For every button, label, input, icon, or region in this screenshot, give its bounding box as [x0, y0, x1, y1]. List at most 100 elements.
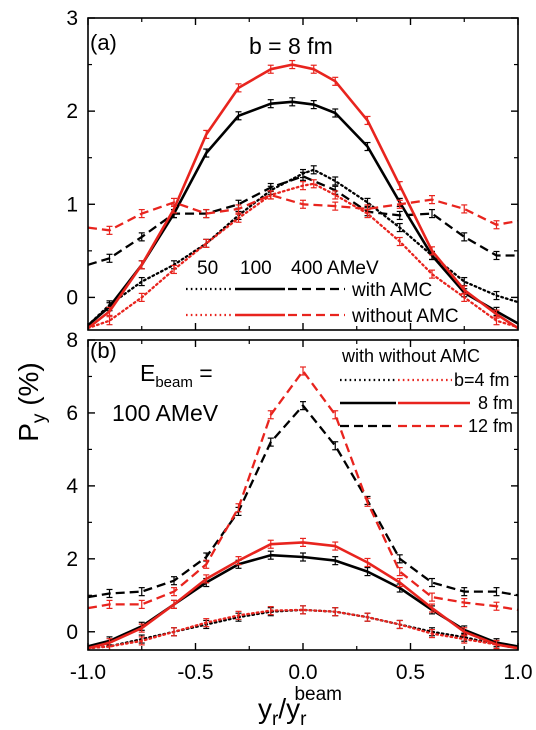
error-bar-0-2-13	[493, 250, 500, 261]
error-bar-0-4-7	[289, 59, 296, 70]
error-bar-1-2-13	[493, 587, 500, 597]
error-bar-0-2-12	[461, 232, 468, 242]
error-bar-1-4-7	[300, 537, 306, 548]
error-bar-1-2-1	[106, 588, 113, 599]
error-bar-1-4-2	[138, 623, 145, 633]
y-tick-label-0-3: 3	[66, 7, 78, 30]
error-bar-1-5-8	[332, 410, 339, 420]
error-bar-1-5-9	[364, 497, 371, 507]
error-bar-0-4-1	[106, 306, 113, 316]
x-tick-label-3: 0.5	[396, 661, 425, 684]
error-bar-0-1-8	[310, 100, 317, 110]
legend-b-label-12fm: 12 fm	[468, 416, 513, 436]
error-bar-1-5-11	[429, 592, 435, 602]
error-bar-0-4-12	[429, 246, 435, 256]
error-bar-1-3-5	[235, 610, 242, 620]
error-bar-1-3-10	[396, 619, 403, 630]
error-bar-0-2-2	[138, 232, 145, 242]
error-bar-1-4-6	[267, 539, 274, 549]
error-bar-1-5-1	[106, 599, 113, 610]
error-bar-0-4-10	[364, 115, 371, 126]
error-bar-0-3-12	[429, 269, 435, 279]
error-bar-0-5-1	[106, 225, 113, 235]
series-line-1-5	[88, 369, 518, 612]
error-bar-0-4-2	[138, 260, 145, 270]
panel-a: 0 1 2 3	[66, 7, 519, 331]
error-bar-0-4-8	[310, 64, 317, 74]
error-bar-1-5-3	[171, 587, 177, 597]
error-bar-1-3-6	[267, 606, 274, 616]
error-bar-0-0-9	[332, 176, 339, 186]
legend-b-label-4fm: b=4 fm	[454, 370, 510, 390]
error-bar-0-1-9	[332, 108, 339, 118]
y-tick-label-0-2: 2	[66, 100, 78, 123]
legend-a-header-100: 100	[240, 258, 272, 279]
panel-b-annotation-1: Ebeam =	[140, 360, 213, 391]
error-bar-0-3-5	[235, 213, 242, 223]
error-bar-0-4-9	[332, 76, 339, 86]
legend-a-without-amc: without AMC	[351, 306, 459, 327]
error-bar-0-5-5	[235, 204, 242, 214]
series-line-1-0	[88, 608, 518, 650]
error-bar-1-3-8	[332, 607, 339, 617]
error-bar-1-5-10	[396, 566, 403, 577]
ebeam-sub: beam	[155, 374, 193, 391]
xlabel-slash: /y	[278, 693, 300, 724]
error-bar-0-1-7	[289, 97, 296, 107]
ylabel-tail: (%)	[13, 362, 44, 413]
panel-b-annotation-2: 100 AMeV	[112, 400, 219, 426]
error-bar-0-2-1	[106, 253, 113, 263]
error-bar-0-3-8	[310, 179, 317, 189]
error-bar-0-0-8	[310, 165, 317, 175]
error-bar-0-5-10	[396, 199, 403, 209]
y-axis-title: Py (%)	[13, 362, 50, 442]
xlabel-sub: r	[272, 709, 279, 730]
error-bar-0-4-4	[203, 129, 210, 140]
error-bar-1-4-8	[332, 541, 339, 551]
y-tick-label-1-2: 4	[66, 475, 78, 498]
error-bar-1-5-5	[235, 503, 242, 513]
x-tick-label-0: -1.0	[70, 661, 106, 684]
error-bar-0-5-12	[461, 204, 468, 214]
error-bar-0-5-3	[171, 197, 177, 208]
error-bar-0-0-14	[493, 290, 500, 301]
error-bar-0-0-11	[396, 222, 403, 233]
ebeam-e: E	[140, 360, 155, 386]
legend-samples	[186, 287, 470, 428]
error-bar-0-5-4	[203, 208, 210, 219]
error-bar-1-2-2	[138, 587, 145, 597]
panel-a-title: b = 8 fm	[249, 33, 333, 59]
panel-b: 0 2 4 6 8 -1.0 -0.5 0.0 0.5 1.0	[66, 329, 532, 684]
error-bar-1-5-4	[203, 559, 210, 569]
error-bar-0-5-9	[364, 204, 371, 214]
error-bar-1-2-3	[171, 576, 177, 586]
y-tick-label-0-0: 0	[66, 286, 78, 309]
error-bar-1-5-6	[267, 410, 274, 420]
error-bar-1-2-6	[267, 437, 274, 447]
legend-b-label-8fm: 8 fm	[478, 393, 513, 413]
y-tick-label-1-1: 2	[66, 548, 78, 571]
error-bar-1-3-2	[138, 636, 145, 646]
error-bar-1-1-7	[300, 552, 306, 562]
error-bar-1-3-4	[203, 618, 210, 628]
error-bar-1-2-12	[461, 587, 468, 597]
error-bar-1-5-13	[493, 601, 500, 611]
error-bar-0-5-2	[138, 208, 145, 219]
ylabel-sub: y	[29, 413, 50, 423]
error-bar-1-4-13	[493, 639, 500, 650]
error-bar-1-1-6	[267, 550, 274, 560]
error-bar-1-3-3	[171, 627, 177, 637]
error-bar-0-3-3	[171, 264, 177, 275]
error-bar-0-1-6	[267, 99, 274, 109]
xlabel-main: y	[258, 693, 272, 724]
error-bar-1-5-2	[138, 599, 145, 610]
error-bar-0-1-5	[235, 111, 242, 121]
error-bar-1-2-8	[332, 441, 339, 451]
y-tick-label-1-4: 8	[66, 329, 78, 352]
series-group	[88, 366, 518, 650]
x-tick-label-2: 0.0	[288, 661, 317, 684]
error-bar-1-4-3	[171, 599, 177, 610]
error-bar-0-1-4	[203, 148, 210, 158]
ebeam-eq: =	[193, 360, 213, 386]
